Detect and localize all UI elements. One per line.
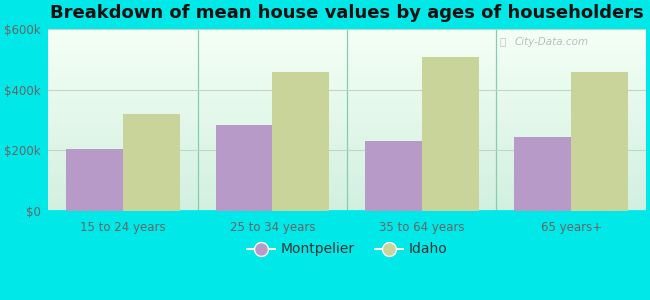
Text: City-Data.com: City-Data.com (514, 37, 588, 46)
Title: Breakdown of mean house values by ages of householders: Breakdown of mean house values by ages o… (50, 4, 644, 22)
Text: ⓘ: ⓘ (499, 37, 506, 46)
Bar (123, 114, 180, 211)
Bar (571, 72, 628, 211)
Bar (66, 149, 123, 211)
Bar (216, 124, 272, 211)
Bar (514, 137, 571, 211)
Bar (272, 72, 329, 211)
Bar (365, 141, 422, 211)
Legend: Montpelier, Idaho: Montpelier, Idaho (241, 237, 453, 262)
Bar (422, 56, 478, 211)
